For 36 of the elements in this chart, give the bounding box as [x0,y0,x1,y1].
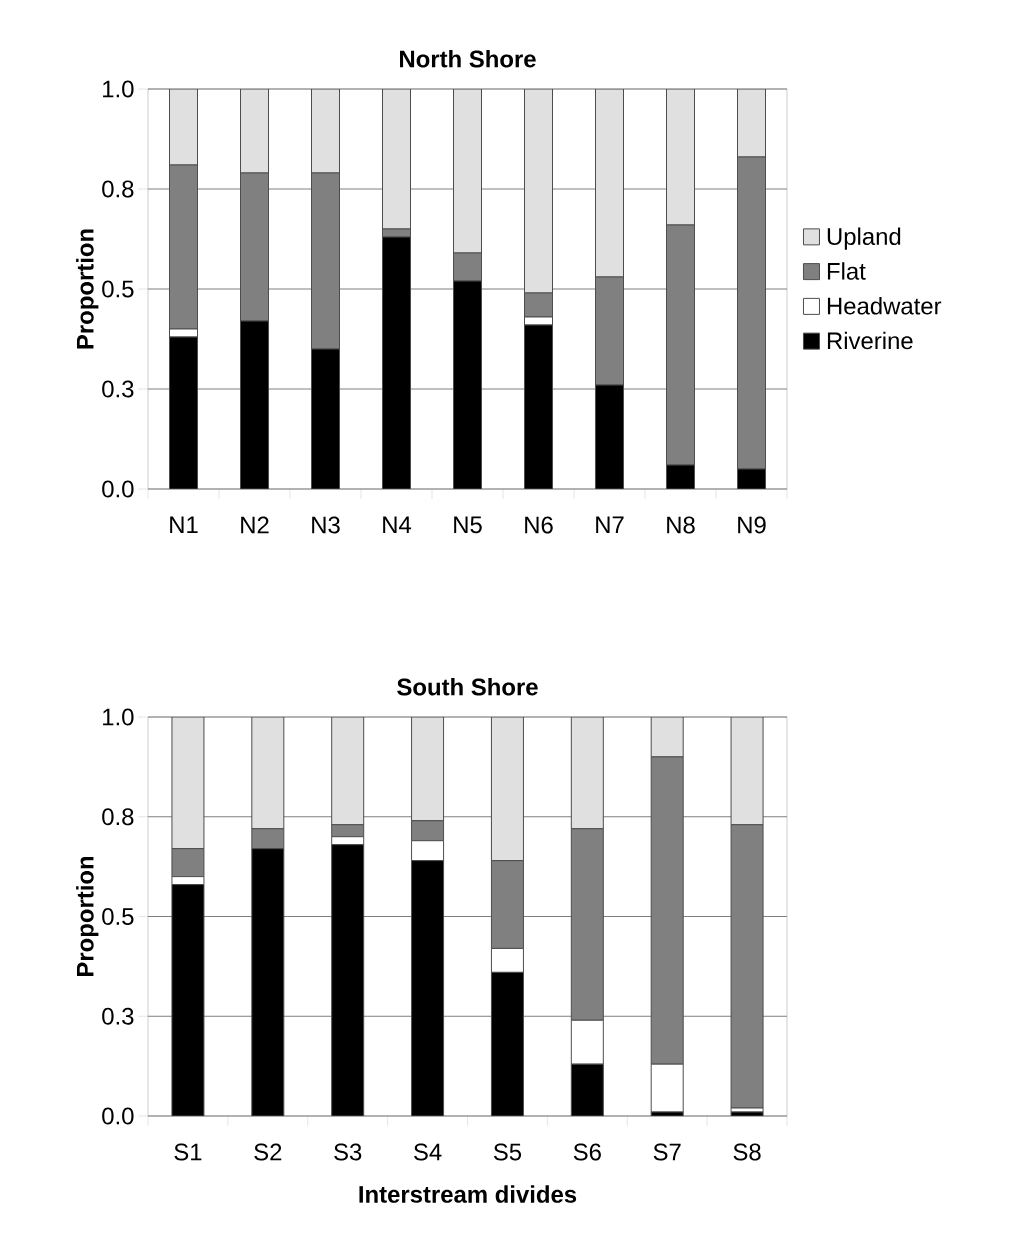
x-tick-label: S4 [414,1143,442,1161]
x-tick-label: N6 [525,516,553,534]
legend-label: Flat [827,262,866,280]
y-tick-label: 0.5 [102,908,134,925]
y-tick-label: 0.3 [102,1007,134,1025]
x-tick-label: S3 [334,1143,362,1161]
y-tick-label: 0.0 [102,480,134,498]
y-tick-label: 0.5 [102,280,134,298]
y-axis-title: Proportion [76,229,99,349]
x-tick-label: N7 [596,516,624,533]
x-tick-label: N4 [383,516,412,533]
x-tick-label: S6 [573,1143,601,1161]
y-tick-label: 0.8 [102,808,134,826]
chart-title: South Shore [397,677,538,696]
x-tick-label: S1 [174,1143,202,1161]
x-tick-label: S8 [733,1143,761,1161]
legend-label: Headwater [827,296,942,315]
y-tick-label: 0.3 [102,380,134,398]
x-axis-title: Interstream divides [359,1185,577,1203]
y-tick-label: 0.0 [102,1107,134,1125]
y-tick-label: 1.0 [103,80,134,98]
legend-label: Riverine [827,331,913,350]
x-tick-label: N1 [170,516,198,533]
x-tick-label: N5 [454,516,482,534]
x-tick-label: S2 [254,1143,282,1161]
x-tick-label: N8 [667,516,695,534]
x-tick-label: S7 [653,1143,681,1161]
chart-title: North Shore [400,49,536,68]
x-tick-label: N9 [738,516,766,534]
y-tick-label: 0.8 [102,180,134,198]
legend-label: Upland [827,227,901,250]
y-axis-title: Proportion [76,856,99,977]
x-tick-label: N2 [241,516,269,534]
y-tick-label: 1.0 [103,708,134,726]
x-tick-label: N3 [312,516,340,534]
x-tick-label: S5 [493,1143,522,1161]
